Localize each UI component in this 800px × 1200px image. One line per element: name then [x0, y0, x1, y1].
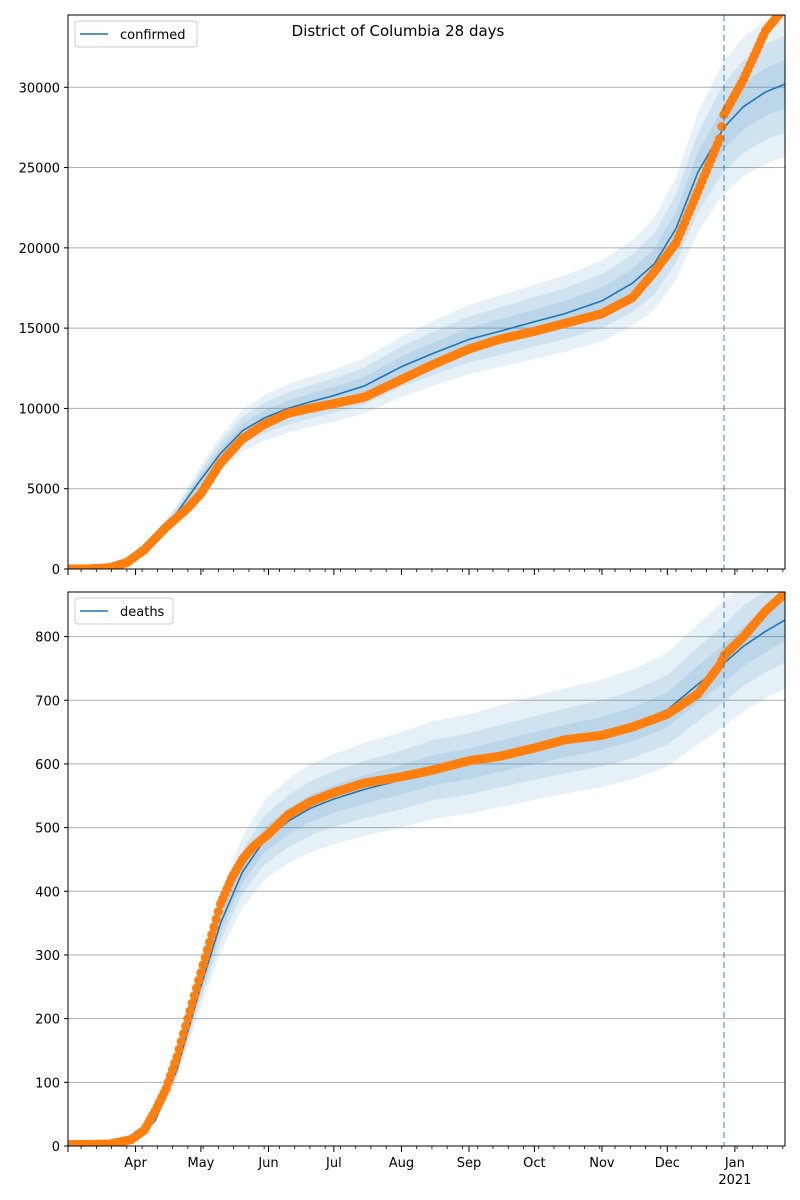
confirmed-panel: 0 5000 10000 15000 20000 25000 30000 confirmed: [19, 2, 789, 578]
observed-point: [778, 5, 787, 14]
x-tick-label: May: [187, 1156, 214, 1171]
y-tick-label: 0: [52, 1140, 60, 1155]
plot-area: [68, 2, 789, 569]
observed-point: [183, 1014, 193, 1024]
y-tick-label: 0: [52, 563, 60, 578]
observed-point: [717, 122, 727, 132]
y-tick-label: 300: [35, 949, 60, 964]
x-tick-label: Jan: [724, 1156, 745, 1171]
x-tick-label: Apr: [124, 1156, 147, 1171]
y-tick-label: 500: [35, 822, 60, 837]
x-tick-label: Jun: [257, 1156, 278, 1171]
observed-point: [194, 975, 204, 986]
axes-frame: [67, 14, 786, 570]
x-tick-label: Nov: [589, 1156, 615, 1171]
y-tick-label: 20000: [19, 242, 60, 257]
x-tick-label: Jul: [325, 1156, 342, 1171]
observed-point: [715, 134, 725, 144]
x-tick-label: Sep: [457, 1156, 482, 1171]
deaths-panel: 0 100 200 300 400 500 600 700 800 Apr May Jun Jul Aug…: [35, 591, 786, 1188]
axes-frame: [67, 591, 786, 1147]
observed-point: [200, 952, 210, 963]
observed-point: [174, 1044, 184, 1054]
x-year-label: 2021: [718, 1173, 751, 1188]
observed-point: [185, 1006, 195, 1016]
legend-label: deaths: [120, 605, 165, 620]
observed-point: [202, 945, 213, 955]
observed-point: [187, 998, 197, 1008]
observed-point: [205, 937, 215, 947]
chart-title: District of Columbia 28 days: [292, 22, 505, 40]
x-tick-label: Dec: [655, 1156, 680, 1171]
legend-label: confirmed: [120, 28, 186, 43]
observed-point: [209, 922, 219, 932]
x-tick-label: Aug: [389, 1156, 414, 1171]
y-tick-label: 400: [35, 885, 60, 900]
y-tick-label: 15000: [19, 322, 60, 337]
observed-point: [181, 1021, 191, 1031]
x-tick-label: Oct: [523, 1156, 545, 1171]
y-tick-label: 700: [35, 694, 60, 709]
legend-box: [74, 597, 174, 625]
observed-point: [172, 1052, 182, 1062]
observed-point: [176, 1036, 186, 1047]
observed-point: [198, 960, 208, 970]
observed-point: [207, 929, 217, 940]
y-tick-label: 5000: [27, 483, 60, 498]
observed-point: [780, 2, 789, 11]
observed-point: [189, 991, 200, 1001]
y-tick-label: 10000: [19, 402, 60, 417]
y-tick-label: 25000: [19, 162, 60, 177]
uncertainty-band: [68, 15, 785, 569]
observed-point: [178, 1029, 189, 1039]
plot-area: [68, 592, 785, 1146]
y-tick-label: 200: [35, 1013, 60, 1028]
y-tick-label: 800: [35, 631, 60, 646]
observed-point: [196, 968, 206, 978]
observed-point: [776, 15, 785, 17]
observed-point: [780, 592, 785, 598]
y-tick-label: 30000: [19, 81, 60, 96]
fit-line-confirmed: [68, 83, 785, 569]
uncertainty-band: [68, 59, 785, 569]
observed-point: [191, 983, 202, 993]
y-tick-label: 600: [35, 758, 60, 773]
observed-point: [211, 914, 221, 924]
legend-box: [74, 20, 198, 48]
y-tick-label: 100: [35, 1076, 60, 1091]
observed-point: [213, 907, 223, 917]
